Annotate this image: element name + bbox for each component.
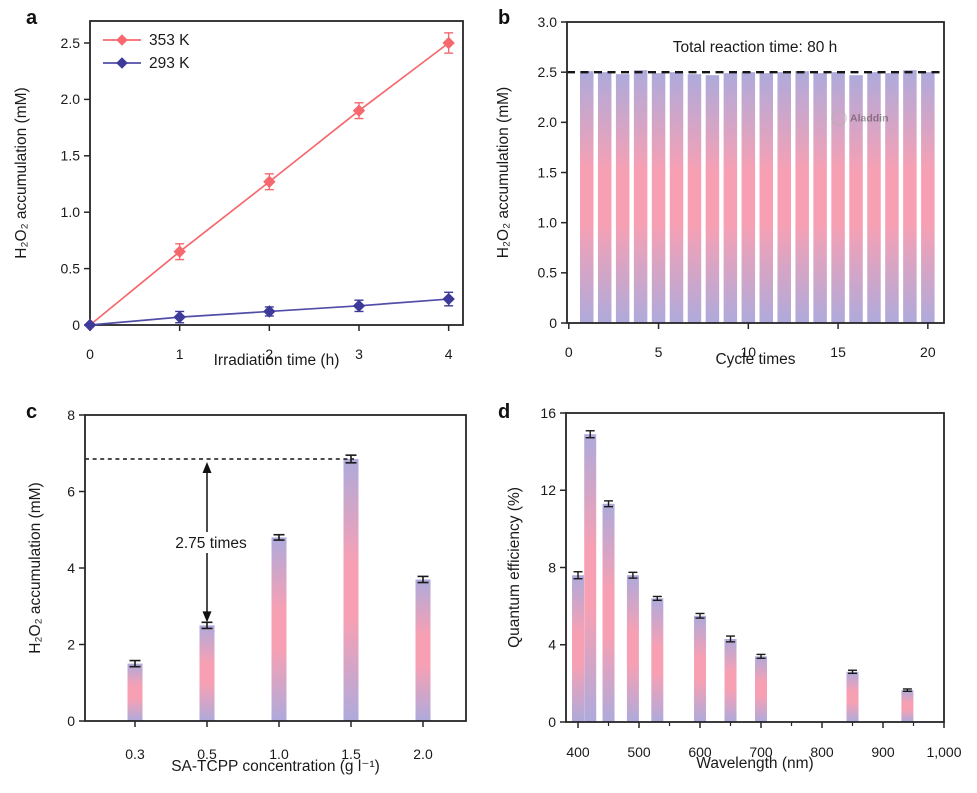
panel-b-label: b [498,7,511,29]
svg-text:1.5: 1.5 [61,148,81,164]
svg-text:H₂O₂ accumulation (mM): H₂O₂ accumulation (mM) [27,482,44,653]
svg-text:5: 5 [655,344,663,360]
svg-text:0: 0 [549,315,557,331]
svg-text:800: 800 [810,744,834,760]
svg-text:H₂O₂ accumulation (mM): H₂O₂ accumulation (mM) [13,87,30,258]
svg-text:8: 8 [548,559,556,575]
panel-b-bar-chart: 0 5 10 15 20 0 0.5 1.0 1.5 2.0 2.5 3.0 Cycle times H₂… [495,14,945,368]
svg-text:12: 12 [540,482,556,498]
svg-text:293 K: 293 K [149,55,190,72]
svg-text:Total reaction time: 80 h: Total reaction time: 80 h [673,39,838,56]
svg-text:4: 4 [445,346,453,362]
svg-text:2: 2 [265,346,273,362]
svg-text:2.5: 2.5 [61,35,81,51]
svg-text:1.5: 1.5 [341,746,361,762]
svg-text:4: 4 [548,637,556,653]
panel-c-bar-chart: 0.3 0.5 1.0 1.5 2.0 0 2 4 6 8 SA-TCPP concentratio… [27,407,467,775]
svg-text:1.0: 1.0 [538,214,558,230]
svg-text:0: 0 [72,317,80,333]
svg-text:Aladdin: Aladdin [850,113,889,125]
svg-text:3.0: 3.0 [538,14,558,30]
panel-c-label: c [26,401,38,423]
svg-text:4: 4 [67,560,75,576]
svg-text:0.5: 0.5 [538,265,558,281]
svg-text:900: 900 [871,744,895,760]
svg-text:16: 16 [540,405,556,421]
svg-text:0.5: 0.5 [197,746,217,762]
svg-text:1.0: 1.0 [269,746,289,762]
svg-text:15: 15 [830,344,846,360]
svg-text:0: 0 [86,346,94,362]
svg-text:8: 8 [67,407,75,423]
svg-text:0.3: 0.3 [125,746,145,762]
svg-text:2.5: 2.5 [538,64,558,80]
svg-text:700: 700 [749,744,773,760]
svg-text:0: 0 [548,714,556,730]
svg-text:0: 0 [565,344,573,360]
svg-text:Irradiation time (h): Irradiation time (h) [214,352,340,369]
svg-text:3: 3 [355,346,363,362]
svg-text:2.0: 2.0 [538,114,558,130]
svg-text:600: 600 [688,744,712,760]
svg-text:SA-TCPP concentration (g l⁻¹): SA-TCPP concentration (g l⁻¹) [171,758,380,775]
svg-text:400: 400 [566,744,590,760]
svg-text:Wavelength (nm): Wavelength (nm) [696,755,813,772]
svg-text:20: 20 [920,344,936,360]
svg-text:1: 1 [176,346,184,362]
svg-text:H₂O₂ accumulation (mM): H₂O₂ accumulation (mM) [495,87,512,258]
svg-text:1.5: 1.5 [538,164,558,180]
panel-a-label: a [26,7,38,29]
svg-text:500: 500 [627,744,651,760]
svg-text:2: 2 [67,636,75,652]
svg-text:2.75 times: 2.75 times [175,535,247,552]
panel-d-bar-chart: 400 500 600 700 800 900 1,000 0 4 8 12 16 Wavelength… [506,405,962,772]
svg-text:2.0: 2.0 [61,91,81,107]
svg-text:1.0: 1.0 [61,204,81,220]
svg-text:Quantum efficiency (%): Quantum efficiency (%) [506,487,523,648]
svg-text:2.0: 2.0 [413,746,433,762]
svg-text:Cycle times: Cycle times [715,351,795,368]
svg-text:6: 6 [67,483,75,499]
panel-a-line-chart: 0 1 2 3 4 0 0.5 1.0 1.5 2.0 2.5 Irradiation time (h… [13,20,464,369]
svg-text:1,000: 1,000 [926,744,961,760]
svg-text:353 K: 353 K [149,32,190,49]
svg-text:10: 10 [741,344,757,360]
svg-text:0.5: 0.5 [61,260,81,276]
panel-d-label: d [498,401,511,423]
svg-text:0: 0 [67,713,75,729]
